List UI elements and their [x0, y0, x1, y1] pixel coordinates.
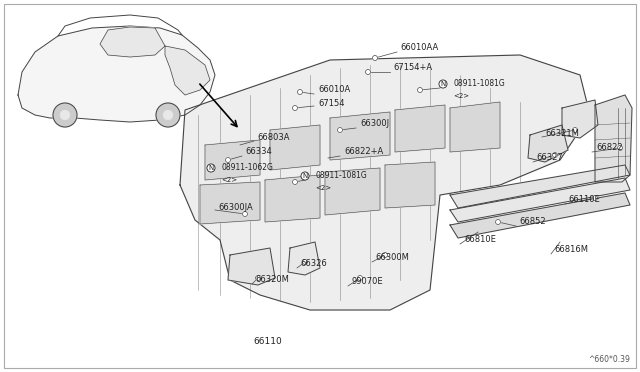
- Circle shape: [372, 55, 378, 61]
- Polygon shape: [288, 242, 320, 275]
- Text: N: N: [209, 165, 214, 171]
- Polygon shape: [205, 140, 260, 180]
- Polygon shape: [228, 248, 275, 285]
- Circle shape: [60, 110, 70, 120]
- Circle shape: [417, 87, 422, 93]
- Text: 66816M: 66816M: [554, 246, 588, 254]
- Polygon shape: [528, 125, 568, 162]
- Circle shape: [593, 196, 598, 201]
- Circle shape: [292, 180, 298, 185]
- Polygon shape: [450, 102, 500, 152]
- Text: 66822+A: 66822+A: [344, 148, 383, 157]
- Text: 67154+A: 67154+A: [393, 64, 432, 73]
- Circle shape: [292, 106, 298, 110]
- Text: 66110: 66110: [253, 337, 282, 346]
- Text: 66852: 66852: [519, 218, 546, 227]
- Polygon shape: [562, 100, 598, 138]
- Text: 67154: 67154: [318, 99, 344, 108]
- Text: N: N: [440, 81, 445, 87]
- Circle shape: [337, 128, 342, 132]
- Text: 08911-1081G: 08911-1081G: [453, 80, 505, 89]
- Circle shape: [156, 103, 180, 127]
- Text: <2>: <2>: [315, 185, 331, 191]
- Text: N: N: [302, 173, 308, 179]
- Text: 66110E: 66110E: [568, 196, 600, 205]
- Polygon shape: [330, 112, 390, 160]
- Circle shape: [618, 145, 623, 151]
- Text: <2>: <2>: [453, 93, 469, 99]
- Polygon shape: [395, 105, 445, 152]
- Polygon shape: [595, 95, 632, 182]
- Circle shape: [358, 276, 362, 280]
- Polygon shape: [265, 175, 320, 222]
- Text: 66810E: 66810E: [464, 235, 496, 244]
- Circle shape: [383, 253, 387, 257]
- Circle shape: [163, 110, 173, 120]
- Text: 08911-1081G: 08911-1081G: [315, 171, 367, 180]
- Polygon shape: [450, 193, 630, 238]
- Text: 08911-1062G: 08911-1062G: [221, 164, 273, 173]
- Circle shape: [552, 153, 557, 157]
- Text: 66822: 66822: [596, 144, 623, 153]
- Text: 66320M: 66320M: [255, 276, 289, 285]
- Polygon shape: [450, 165, 630, 208]
- Text: 66334: 66334: [245, 148, 272, 157]
- Text: 66300M: 66300M: [375, 253, 409, 263]
- Circle shape: [303, 260, 307, 264]
- Circle shape: [365, 70, 371, 74]
- Circle shape: [53, 103, 77, 127]
- Text: 66010AA: 66010AA: [400, 44, 438, 52]
- Polygon shape: [165, 46, 210, 95]
- Text: ^660*0.39: ^660*0.39: [588, 355, 630, 364]
- Polygon shape: [18, 26, 215, 122]
- Polygon shape: [325, 168, 380, 215]
- Text: 66300JA: 66300JA: [218, 203, 253, 212]
- Text: 66010A: 66010A: [318, 86, 350, 94]
- Text: 66300J: 66300J: [360, 119, 389, 128]
- Circle shape: [495, 219, 500, 224]
- Polygon shape: [385, 162, 435, 208]
- Polygon shape: [450, 178, 630, 222]
- Text: 66326: 66326: [300, 260, 327, 269]
- Polygon shape: [200, 182, 260, 224]
- Text: 66327: 66327: [536, 154, 563, 163]
- Circle shape: [298, 90, 303, 94]
- Text: <2>: <2>: [221, 177, 237, 183]
- Text: 66803A: 66803A: [257, 132, 289, 141]
- Circle shape: [255, 276, 260, 280]
- Polygon shape: [100, 27, 165, 57]
- Circle shape: [225, 157, 230, 163]
- Text: 99070E: 99070E: [352, 278, 383, 286]
- Polygon shape: [180, 55, 590, 310]
- Polygon shape: [270, 125, 320, 170]
- Circle shape: [573, 128, 577, 132]
- Circle shape: [243, 212, 248, 217]
- Text: 66321M: 66321M: [545, 128, 579, 138]
